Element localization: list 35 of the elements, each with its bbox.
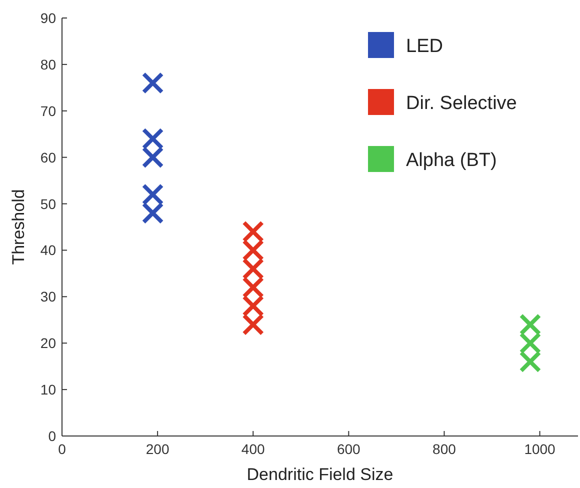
point [242,258,264,280]
point [242,294,264,317]
legend-label: Dir. Selective [406,93,517,114]
y-tick-label: 80 [40,56,56,72]
y-tick-label: 90 [40,10,56,26]
legend-label: LED [406,36,443,57]
point [519,350,542,373]
x-tick-label: 0 [58,441,66,457]
y-tick-label: 40 [40,242,56,258]
y-tick-label: 20 [40,335,56,352]
x-tick-label: 1000 [524,441,556,457]
x-axis-title: Dendritic Field Size [246,465,394,484]
point [142,183,164,206]
x-tick-label: 800 [432,441,456,457]
x-tick-label: 400 [241,441,266,457]
point [242,220,264,243]
y-tick-label: 70 [40,102,56,119]
point [519,332,542,354]
point [142,202,164,224]
y-axis-title: Threshold [9,189,28,265]
x-tick-label: 200 [146,441,170,457]
point [242,276,264,298]
y-tick-label: 0 [48,428,56,444]
y-tick-label: 50 [40,196,56,212]
point [142,146,164,168]
point [519,314,542,336]
y-tick-label: 30 [40,288,56,305]
point [142,128,164,150]
y-tick-label: 60 [40,149,56,166]
y-tick-label: 10 [40,382,56,398]
point [142,72,164,94]
point [242,239,264,262]
legend-label: Alpha (BT) [406,150,497,171]
x-tick-label: 600 [336,441,361,457]
point [242,314,264,336]
